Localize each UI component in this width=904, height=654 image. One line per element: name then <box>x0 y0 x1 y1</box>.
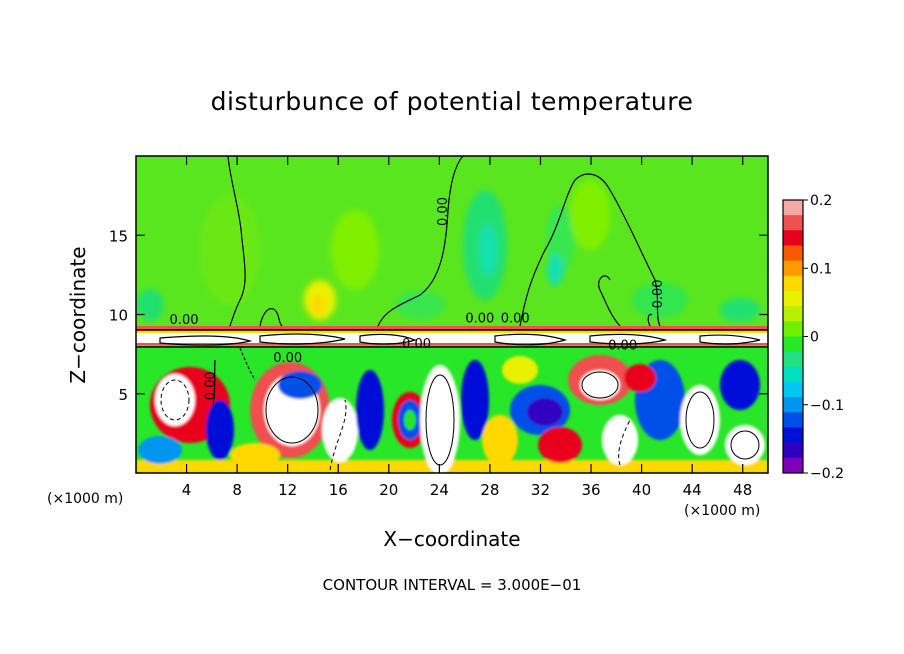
colorbar-segment <box>783 427 803 444</box>
colorbar-segment <box>783 291 803 307</box>
x-tick-label: 48 <box>733 481 752 499</box>
colorbar-segment <box>783 382 803 398</box>
inversion-band <box>136 326 768 346</box>
colorbar-segment <box>783 457 803 474</box>
colorbar-segment <box>783 306 803 322</box>
colorbar: 0.2 0.1 0 −0.1 −0.2 <box>782 193 844 482</box>
lower-layer-field <box>136 345 768 473</box>
y-tick-label: 5 <box>118 386 128 404</box>
colorbar-segment <box>783 275 803 292</box>
colorbar-segment <box>783 230 803 246</box>
contour-value-label: 0.00 <box>501 311 530 326</box>
colorbar-segment <box>783 200 803 216</box>
chart-title: disturbunce of potential temperature <box>210 87 694 116</box>
x-tick-label: 4 <box>182 481 192 499</box>
x-axis-label: X−coordinate <box>383 527 521 551</box>
colorbar-tick-label: 0.2 <box>810 193 832 209</box>
colorbar-tick-label: −0.1 <box>810 398 844 414</box>
colorbar-segment <box>783 412 803 428</box>
upper-layer-field <box>136 156 768 328</box>
y-tick-label: 15 <box>109 227 128 245</box>
contour-value-label: 0.00 <box>203 371 218 400</box>
y-tick-label: 10 <box>109 307 128 325</box>
x-tick-label: 16 <box>329 481 348 499</box>
x-unit-label-right: (×1000 m) <box>684 503 761 519</box>
y-axis-label: Z−coordinate <box>66 246 90 384</box>
contour-value-label: 0.00 <box>465 311 494 326</box>
x-unit-label-left: (×1000 m) <box>47 491 124 507</box>
colorbar-tick-label: −0.2 <box>810 466 844 482</box>
contour-value-label: 0.00 <box>651 279 666 308</box>
contour-interval-note: CONTOUR INTERVAL = 3.000E−01 <box>322 576 582 594</box>
colorbar-segment <box>783 260 803 277</box>
colorbar-segment <box>783 215 803 231</box>
contour-value-label: 0.00 <box>273 351 302 366</box>
colorbar-segment <box>783 245 803 262</box>
x-tick-label: 44 <box>683 481 702 499</box>
x-tick-label: 40 <box>632 481 651 499</box>
colorbar-segment <box>783 366 803 383</box>
colorbar-segment <box>783 351 803 368</box>
x-tick-label: 8 <box>232 481 242 499</box>
contour-label-layer: 0.00 0.00 0.00 0.00 0.00 0.00 0.00 0.00 0.00 <box>170 197 666 400</box>
contour-value-label: 0.00 <box>608 338 637 353</box>
x-tick-label: 36 <box>581 481 600 499</box>
x-tick-label: 32 <box>531 481 550 499</box>
colorbar-segment <box>783 336 803 353</box>
contour-value-label: 0.00 <box>402 337 431 352</box>
x-tick-label: 12 <box>278 481 297 499</box>
colorbar-segment <box>783 321 803 337</box>
x-tick-label: 20 <box>379 481 398 499</box>
colorbar-segment <box>783 397 803 413</box>
colorbar-tick-label: 0 <box>810 330 819 346</box>
x-tick-label: 24 <box>430 481 449 499</box>
x-tick-label: 28 <box>480 481 499 499</box>
contour-value-label: 0.00 <box>436 197 451 226</box>
colorbar-tick-label: 0.1 <box>810 261 832 277</box>
contour-value-label: 0.00 <box>170 313 199 328</box>
contour-lines <box>136 156 768 406</box>
colorbar-segment <box>783 442 803 459</box>
